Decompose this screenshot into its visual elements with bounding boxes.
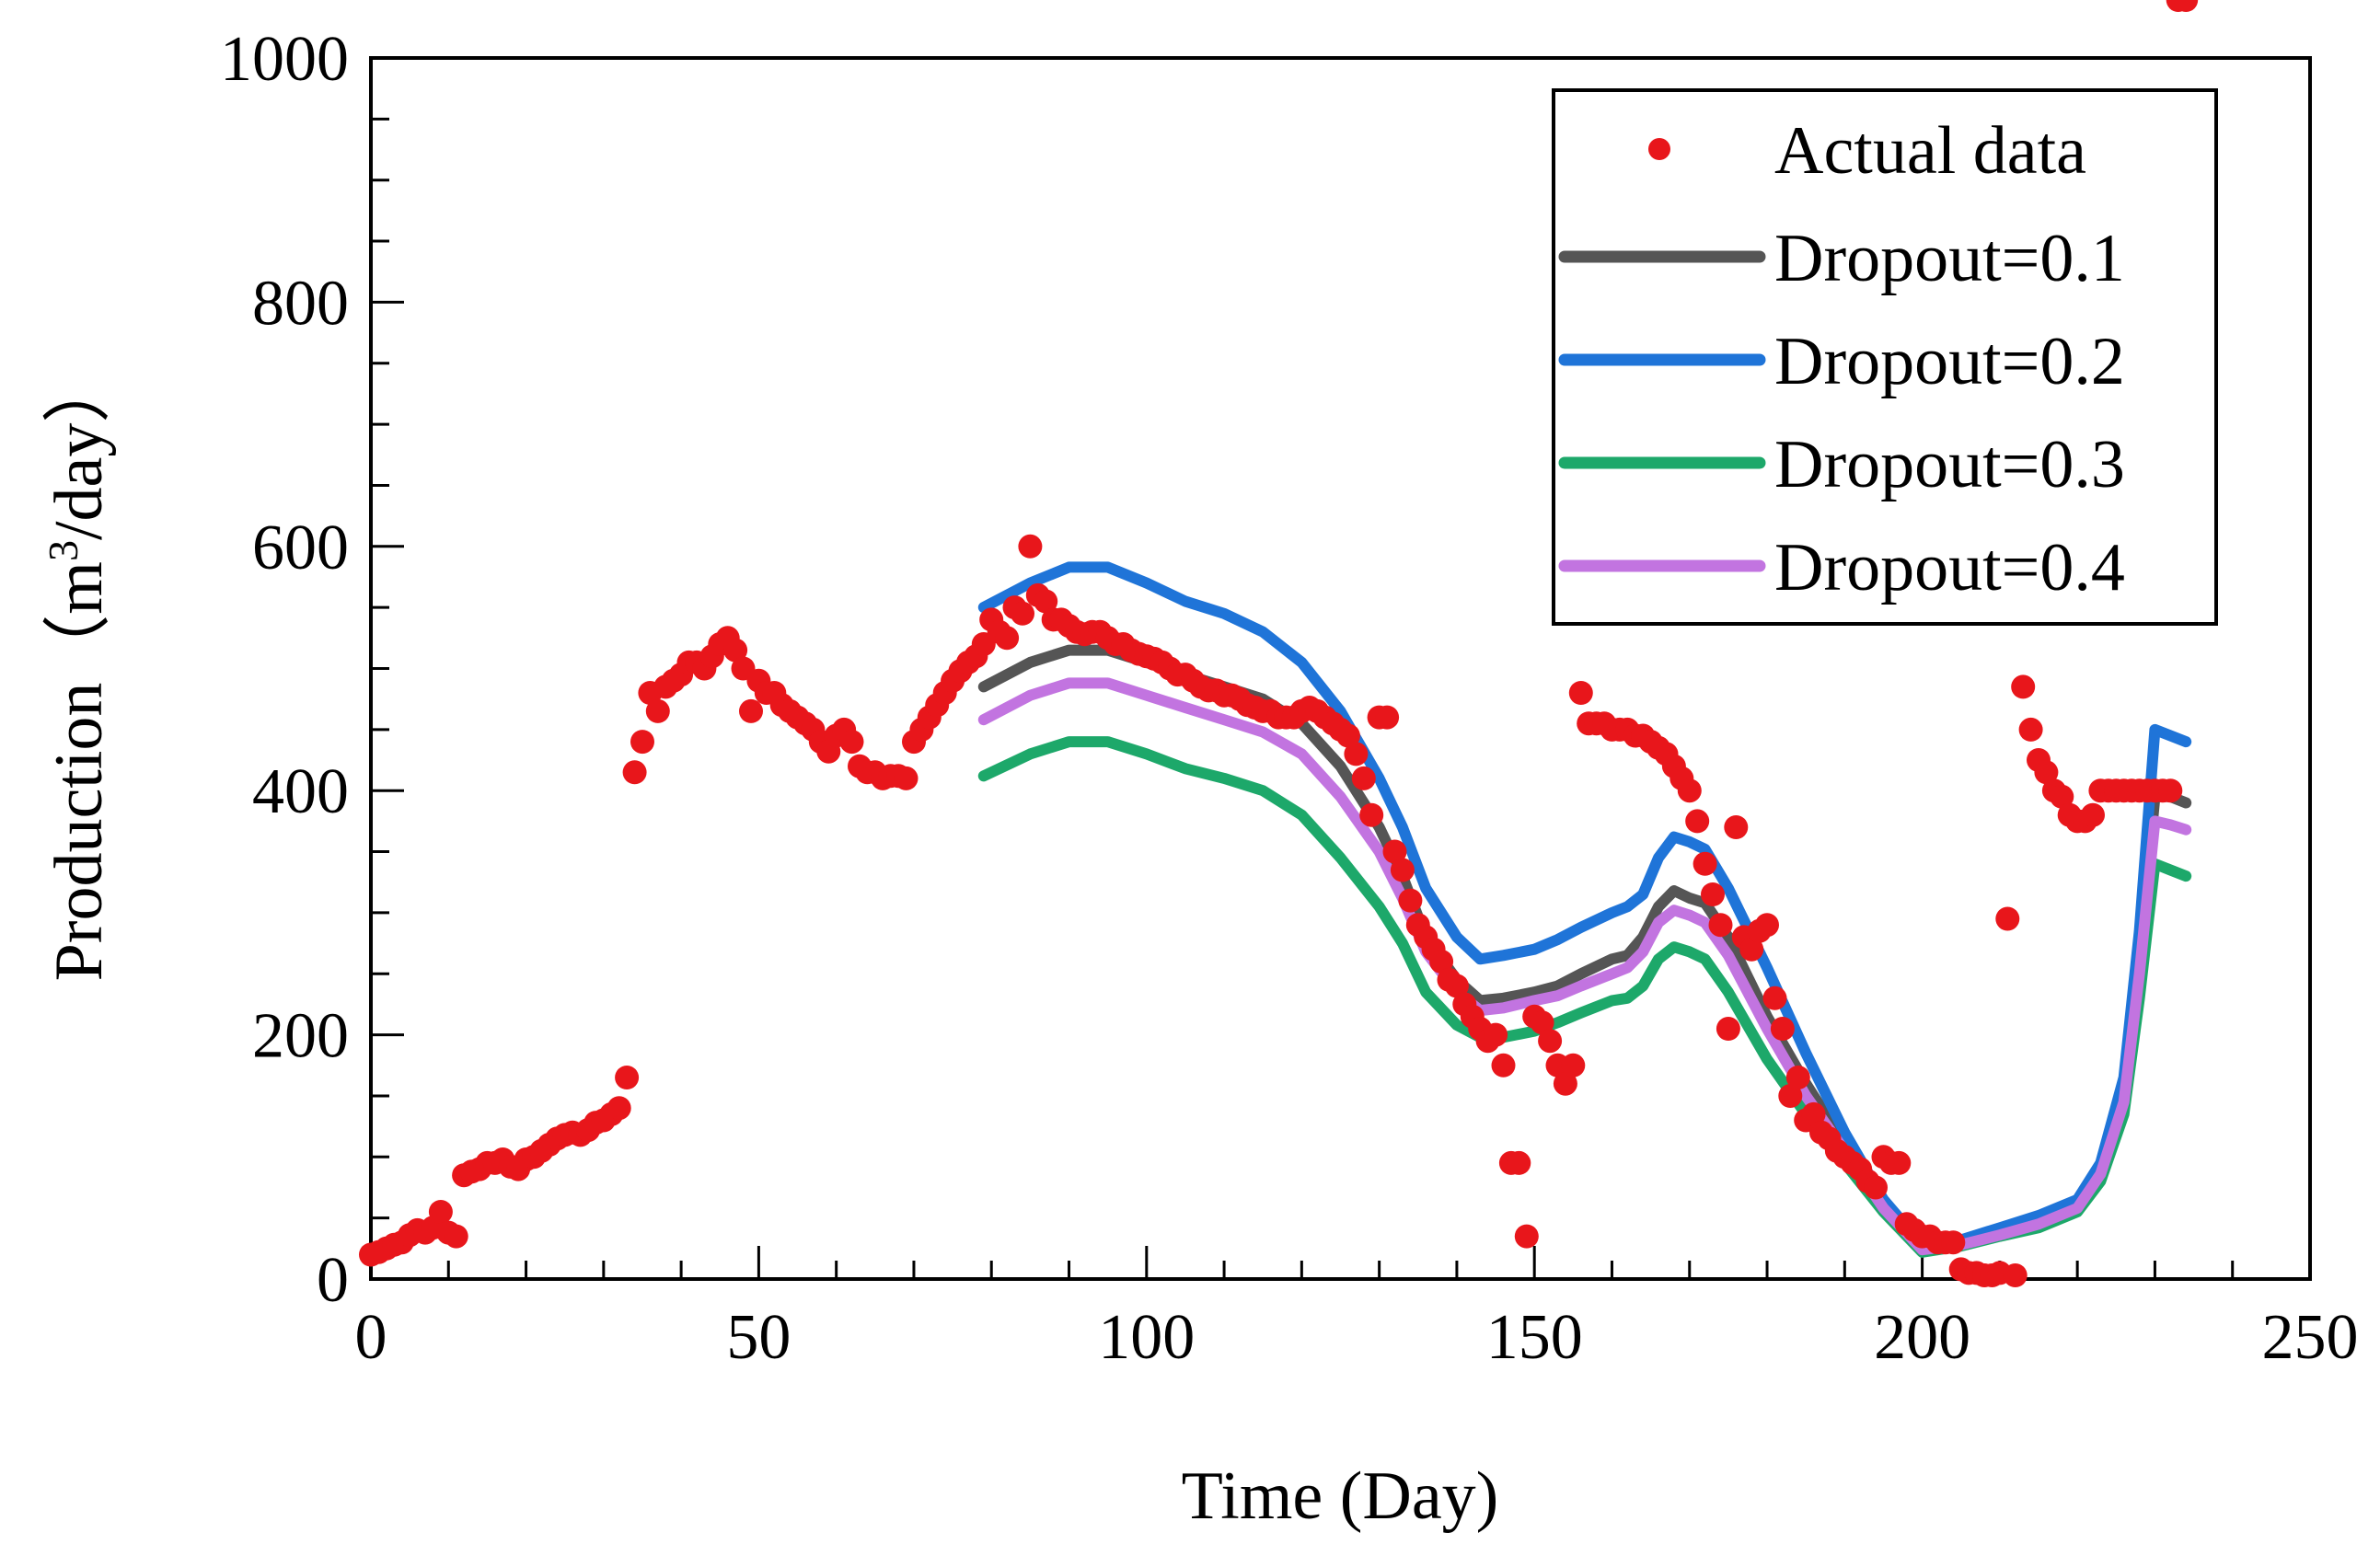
actual-data-point [2081, 802, 2105, 827]
x-tick-labels: 0 50 100 150 200 250 [355, 1302, 2359, 1373]
y-tick-label: 400 [252, 756, 349, 827]
y-tick-label: 1000 [220, 24, 349, 95]
x-tick-label: 0 [355, 1302, 387, 1373]
actual-data-point [1444, 974, 1469, 998]
legend-label-dropout-0-2: Dropout=0.2 [1774, 324, 2125, 399]
actual-data-point [1359, 802, 1384, 827]
y-axis-title-suffix: /day） [41, 355, 117, 540]
x-tick-label: 150 [1486, 1302, 1583, 1373]
actual-data-point [1398, 888, 1423, 913]
y-tick-label: 800 [252, 268, 349, 339]
actual-data-point [1755, 913, 1779, 938]
legend-marker-actual-data [1648, 138, 1670, 160]
series-line-dropout-0-2 [977, 561, 2192, 1251]
actual-data-point [1538, 1029, 1563, 1054]
actual-data-point [723, 638, 748, 663]
actual-data-point [1429, 950, 1454, 974]
legend-label-dropout-0-3: Dropout=0.3 [1774, 427, 2125, 502]
actual-data-point [2034, 760, 2059, 785]
y-axis-title-prefix: Production（m [41, 561, 117, 981]
actual-data-point [1685, 809, 1710, 834]
actual-data-point [2018, 717, 2043, 742]
y-tick-label: 200 [252, 1001, 349, 1072]
actual-data-point [1716, 1017, 1740, 1041]
series-line-dropout-0-3 [977, 736, 2192, 1258]
actual-data-point [615, 1066, 640, 1089]
actual-data-point [1375, 705, 1400, 730]
actual-data-point [428, 1200, 453, 1224]
legend-label-dropout-0-4: Dropout=0.4 [1774, 530, 2125, 605]
x-axis-title: Time (Day) [1182, 1458, 1499, 1534]
series-line-dropout-0-1 [977, 644, 2192, 1254]
actual-data-point [1941, 1230, 1966, 1255]
actual-data-point [1390, 858, 1415, 882]
x-tick-label: 200 [1874, 1302, 1970, 1373]
legend: Actual data Dropout=0.1 Dropout=0.2 Drop… [1552, 88, 2218, 626]
actual-data-point [622, 760, 647, 785]
actual-data-point [630, 730, 654, 755]
actual-data-point [1801, 1101, 1826, 1126]
actual-data-point [1561, 1053, 1586, 1078]
actual-data-point [444, 1224, 468, 1249]
actual-data-point [1351, 766, 1376, 790]
actual-data-point [1514, 1224, 1539, 1249]
actual-data-point [1530, 1010, 1554, 1035]
actual-data-point [1344, 742, 1369, 766]
y-axis-title-sup: 3 [40, 540, 87, 561]
actual-data-point [1034, 589, 1058, 614]
actual-data-point [1724, 815, 1749, 839]
actual-data-point [1553, 1071, 1577, 1096]
y-tick-label: 600 [252, 513, 349, 583]
legend-label-dropout-0-1: Dropout=0.1 [1774, 221, 2125, 296]
actual-data-point [1693, 851, 1717, 876]
x-tick-label: 100 [1098, 1302, 1195, 1373]
actual-data-points [359, 0, 2199, 1287]
actual-data-point [1770, 1017, 1795, 1041]
actual-data-point [1018, 534, 1043, 559]
x-tick-label: 250 [2262, 1302, 2359, 1373]
actual-data-point [2003, 1263, 2028, 1287]
actual-data-point [1739, 937, 1764, 962]
actual-data-point [1491, 1053, 1516, 1078]
actual-data-point [1995, 906, 2020, 931]
actual-data-point [1762, 985, 1787, 1010]
actual-data-point [894, 766, 918, 790]
actual-data-point [2174, 0, 2199, 12]
y-tick-label: 0 [317, 1245, 349, 1316]
actual-data-point [739, 698, 763, 723]
actual-data-point [1785, 1066, 1810, 1089]
actual-data-point [645, 698, 670, 723]
actual-data-point [1568, 681, 1593, 705]
actual-data-point [1335, 723, 1360, 748]
actual-data-point [1484, 1022, 1508, 1047]
legend-label-actual-data: Actual data [1774, 113, 2086, 189]
actual-data-point [1382, 839, 1407, 864]
actual-data-point [1708, 913, 1733, 938]
series-line-dropout-0-4 [977, 677, 2192, 1256]
actual-data-point [1507, 1150, 1531, 1175]
actual-data-point [2011, 674, 2036, 699]
actual-data-point [2050, 784, 2074, 809]
actual-data-point [995, 626, 1020, 651]
actual-data-point [1864, 1175, 1888, 1200]
actual-data-point [1887, 1150, 1912, 1175]
actual-data-point [1011, 601, 1034, 626]
actual-data-point [2158, 778, 2183, 803]
actual-data-point [1778, 1084, 1803, 1108]
actual-data-point [839, 730, 864, 755]
x-tick-label: 50 [726, 1302, 791, 1373]
actual-data-point [607, 1096, 631, 1121]
actual-data-point [1701, 882, 1725, 906]
actual-data-point [1677, 778, 1702, 803]
y-tick-labels: 0 200 400 600 800 1000 [220, 24, 349, 1316]
y-axis-title: Production（m3/day） [40, 355, 117, 982]
